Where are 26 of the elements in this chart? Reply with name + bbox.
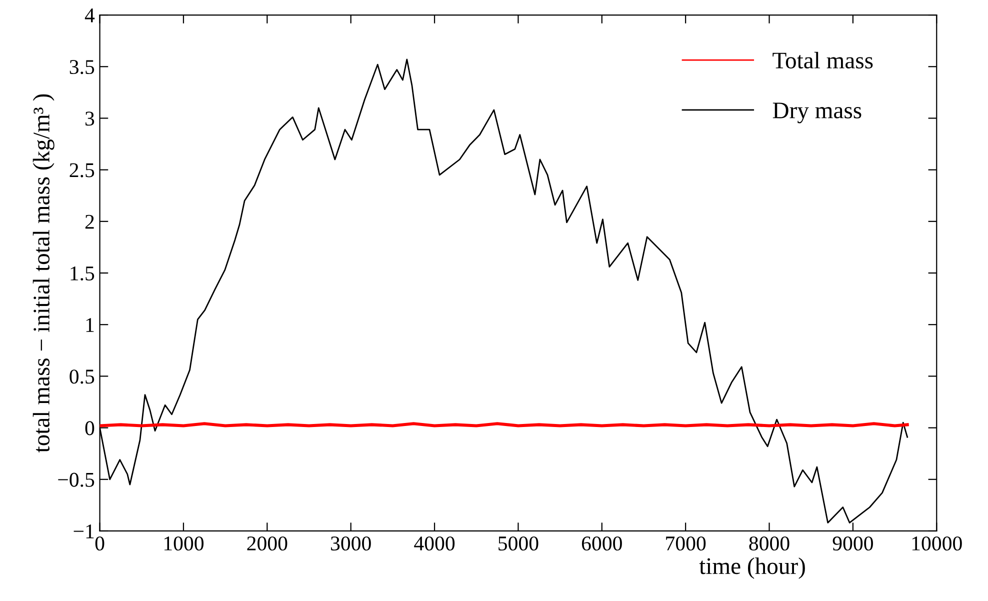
x-tick-label: 1000 [164, 536, 204, 551]
x-tick-label: 9000 [832, 536, 873, 551]
x-tick-label: 10000 [912, 536, 962, 551]
y-tick-label: 0.5 [70, 370, 94, 384]
y-tick-label: 2 [85, 214, 94, 229]
x-tick-label: 7000 [666, 536, 706, 551]
y-axis-title: total mass − initial total mass (kg/m³ ) [32, 94, 54, 452]
y-tick-label: −1 [74, 524, 94, 538]
y-tick-label: −0.5 [58, 472, 94, 487]
y-tick-label: 0 [85, 421, 94, 436]
x-tick-label: 3000 [331, 536, 371, 551]
x-tick-label: 8000 [749, 536, 790, 551]
legend-label: Dry mass [772, 102, 862, 124]
legend-label: Total mass [772, 52, 873, 69]
x-tick-label: 5000 [498, 536, 538, 551]
y-tick-label: 2.5 [70, 163, 94, 178]
y-tick-label: 3 [86, 112, 94, 126]
x-tick-label: 0 [95, 536, 104, 551]
y-tick-label: 4 [84, 8, 95, 22]
x-axis-title: time (hour) [699, 558, 805, 579]
y-tick-label: 1.5 [70, 266, 94, 281]
y-tick-label: 1 [86, 318, 94, 332]
y-tick-label: 3.5 [70, 60, 94, 74]
x-tick-label: 2000 [247, 536, 288, 551]
x-tick-label: 4000 [414, 536, 455, 551]
x-tick-label: 6000 [582, 536, 622, 551]
